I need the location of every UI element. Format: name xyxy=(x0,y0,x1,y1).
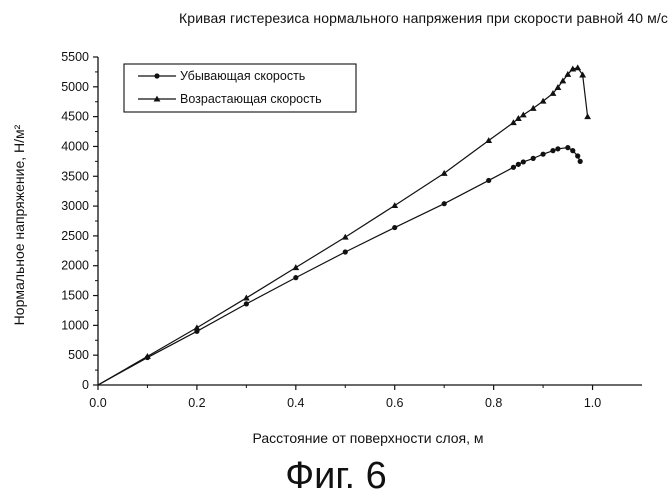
y-tick-label: 3000 xyxy=(61,199,89,213)
y-axis-label: Нормальное напряжение, Н/м² xyxy=(11,124,27,325)
data-point-1 xyxy=(540,152,545,157)
data-point-1 xyxy=(244,301,249,306)
y-tick-label: 5000 xyxy=(61,80,89,94)
data-point-1 xyxy=(392,225,397,230)
data-point-2 xyxy=(520,111,527,117)
data-point-2 xyxy=(530,105,537,111)
y-tick-label: 2000 xyxy=(61,259,89,273)
x-tick-label: 0.4 xyxy=(287,396,304,410)
x-axis-label: Расстояние от поверхности слоя, м xyxy=(252,430,483,446)
x-tick-label: 0.0 xyxy=(89,396,106,410)
y-tick-label: 1500 xyxy=(61,289,89,303)
data-point-2 xyxy=(441,170,448,176)
data-point-2 xyxy=(574,64,581,70)
chart-canvas: 0 500 1000 1500 2000 2500 3000 3500 4000 4500 5000… xyxy=(0,0,672,455)
data-point-2 xyxy=(515,115,522,121)
data-point-1 xyxy=(555,146,560,151)
series-line-2 xyxy=(98,68,588,385)
data-point-2 xyxy=(391,202,398,208)
data-point-1 xyxy=(570,148,575,153)
data-point-2 xyxy=(292,264,299,270)
y-tick-label: 2500 xyxy=(61,229,89,243)
data-point-1 xyxy=(442,201,447,206)
data-point-2 xyxy=(194,324,201,330)
series-line-1 xyxy=(98,148,580,385)
data-point-2 xyxy=(243,295,250,301)
y-tick-label: 4000 xyxy=(61,139,89,153)
x-tick-label: 0.2 xyxy=(188,396,205,410)
y-tick-label: 500 xyxy=(68,348,89,362)
data-point-1 xyxy=(575,153,580,158)
data-point-1 xyxy=(343,249,348,254)
x-tick-label: 0.6 xyxy=(386,396,403,410)
y-tick-label: 0 xyxy=(82,378,89,392)
data-point-1 xyxy=(293,275,298,280)
y-tick-label: 4500 xyxy=(61,110,89,124)
legend-label-2: Возрастающая скорость xyxy=(180,92,322,106)
data-point-1 xyxy=(531,156,536,161)
data-point-2 xyxy=(584,113,591,119)
legend-marker-1 xyxy=(154,73,159,78)
legend: Убывающая скорость Возрастающая скорость xyxy=(124,64,356,112)
data-point-1 xyxy=(516,162,521,167)
x-tick-label: 1.0 xyxy=(584,396,601,410)
data-point-2 xyxy=(485,137,492,143)
data-point-2 xyxy=(342,234,349,240)
legend-label-1: Убывающая скорость xyxy=(180,69,305,83)
data-point-1 xyxy=(511,165,516,170)
x-tick-label: 0.8 xyxy=(485,396,502,410)
data-point-1 xyxy=(565,145,570,150)
data-point-1 xyxy=(486,178,491,183)
y-tick-label: 5500 xyxy=(61,50,89,64)
figure-caption: Фиг. 6 xyxy=(0,455,672,498)
data-point-1 xyxy=(521,159,526,164)
data-point-1 xyxy=(578,159,583,164)
y-tick-label: 3500 xyxy=(61,169,89,183)
y-tick-label: 1000 xyxy=(61,318,89,332)
data-point-1 xyxy=(550,148,555,153)
